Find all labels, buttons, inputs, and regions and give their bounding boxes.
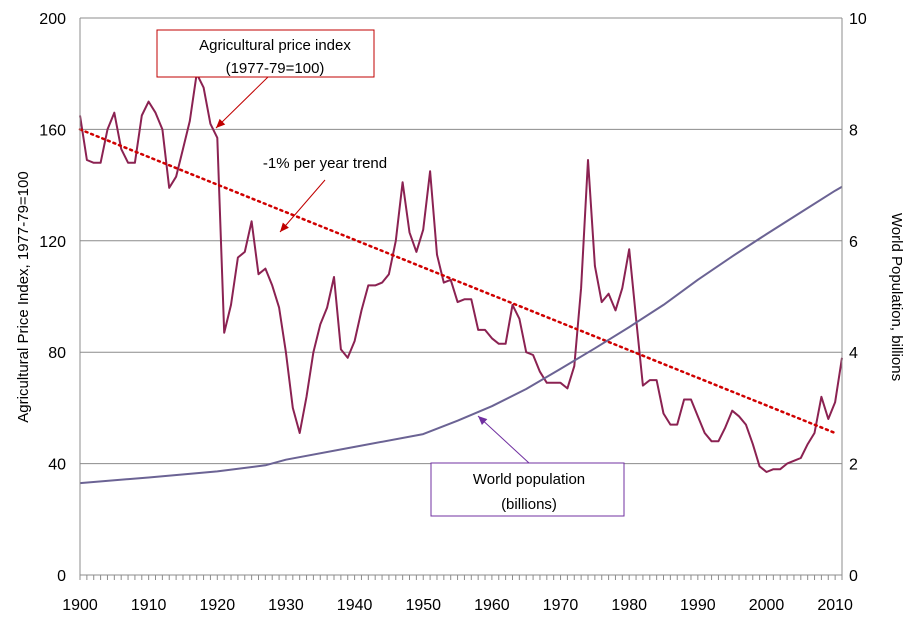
annotation-arrowhead bbox=[216, 118, 226, 128]
y-left-tick-label: 120 bbox=[39, 234, 66, 251]
x-tick-label: 1980 bbox=[611, 597, 647, 614]
x-tick-label: 1940 bbox=[337, 597, 373, 614]
gridlines bbox=[80, 17, 842, 465]
y-axis-left-title: Agricultural Price Index, 1977-79=100 bbox=[15, 171, 32, 422]
annotation-box bbox=[430, 462, 625, 517]
annotation-text: -1% per year trend bbox=[263, 155, 387, 172]
x-tick-label: 1910 bbox=[131, 597, 167, 614]
y-left-tick-label: 160 bbox=[39, 122, 66, 139]
x-tick-label: 1990 bbox=[680, 597, 716, 614]
annotations: Agricultural price index (1977-79=100) -1%… bbox=[156, 29, 625, 517]
series-trend-line bbox=[78, 128, 837, 435]
x-tick-label: 1970 bbox=[543, 597, 579, 614]
x-tick-label: 1950 bbox=[405, 597, 441, 614]
y-left-tick-label: 0 bbox=[57, 568, 66, 585]
axes bbox=[79, 18, 843, 580]
annotation-arrow-line bbox=[215, 76, 269, 129]
annotation-text: (billions) bbox=[501, 496, 557, 513]
annotation-arrow-line bbox=[279, 179, 326, 233]
x-tick-label: 2000 bbox=[749, 597, 785, 614]
x-tick-label: 1900 bbox=[62, 597, 98, 614]
series-population-line bbox=[79, 185, 843, 485]
y-right-tick-label: 2 bbox=[849, 457, 858, 474]
annotation-text: Agricultural price index bbox=[199, 37, 351, 54]
y-right-tick-label: 8 bbox=[849, 122, 858, 139]
annotation-population: World population (billions) bbox=[430, 415, 625, 517]
annotation-text: World population bbox=[473, 471, 585, 488]
x-tick-label: 1930 bbox=[268, 597, 304, 614]
series-price-line bbox=[79, 72, 843, 473]
annotation-arrowhead bbox=[478, 416, 488, 426]
annotation-arrowhead bbox=[280, 222, 289, 232]
annotation-arrow-line bbox=[477, 415, 530, 464]
annotation-text: (1977-79=100) bbox=[226, 60, 325, 77]
y-left-tick-label: 40 bbox=[48, 457, 66, 474]
y-left-tick-label: 200 bbox=[39, 11, 66, 28]
y-right-tick-label: 4 bbox=[849, 345, 858, 362]
x-tick-label: 1960 bbox=[474, 597, 510, 614]
tick-labels: 1900 1910 1920 1930 1940 1950 1960 1970 1980 1990… bbox=[39, 11, 867, 614]
y-right-tick-label: 10 bbox=[849, 11, 867, 28]
y-left-tick-label: 80 bbox=[48, 345, 66, 362]
x-tick-label: 1920 bbox=[200, 597, 236, 614]
x-tick-label: 2010 bbox=[817, 597, 853, 614]
y-right-tick-label: 0 bbox=[849, 568, 858, 585]
annotation-trend: -1% per year trend bbox=[263, 155, 387, 233]
annotation-price: Agricultural price index (1977-79=100) bbox=[156, 29, 375, 129]
series-layer bbox=[78, 72, 843, 485]
y-right-tick-label: 6 bbox=[849, 234, 858, 251]
y-axis-right-title: World Population, billions bbox=[888, 213, 905, 381]
annotation-box bbox=[156, 29, 375, 78]
